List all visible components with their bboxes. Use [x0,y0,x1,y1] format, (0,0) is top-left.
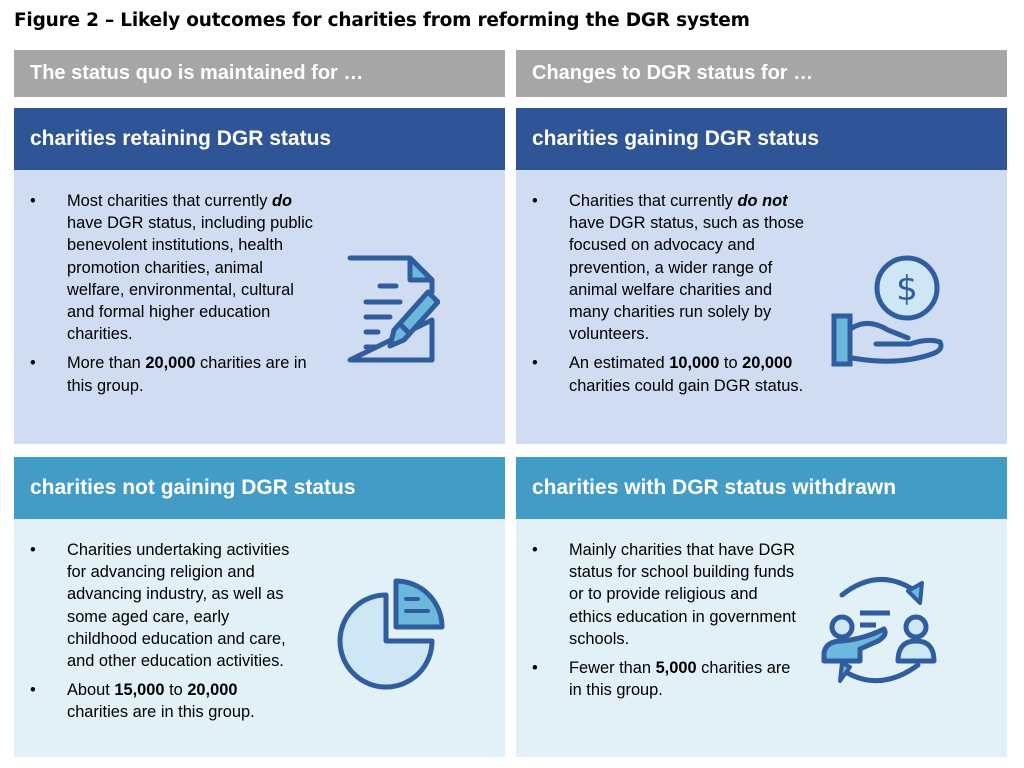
box-withdrawn: Mainly charities that have DGR status fo… [516,519,1007,757]
bullet-item: Most charities that currently do have DG… [28,190,315,345]
emphasis-text: 15,000 [114,681,165,700]
box-gaining: Charities that currently do not have DGR… [516,170,1007,444]
bullet-text: Mainly charities that have DGR status fo… [569,541,796,648]
document-pen-icon [347,255,440,363]
bullet-text: More than [67,354,146,373]
figure-title: Figure 2 – Likely outcomes for charities… [14,10,750,31]
bullet-item: More than 20,000 charities are in this g… [28,352,315,396]
bullet-text: Most charities that currently [67,192,272,210]
hand-coin-icon: $ [831,255,944,367]
box-heading-withdrawn: charities with DGR status withdrawn [516,457,1007,519]
emphasis-text: 20,000 [145,354,196,373]
bullet-text: have DGR status, including public benevo… [67,214,313,344]
bullet-list: Charities undertaking activities for adv… [28,539,295,731]
bullet-text: Fewer than [569,659,656,678]
bullet-text: An estimated [569,354,670,373]
bullet-text: charities are in this group. [569,659,791,700]
bullet-text: Charities undertaking activities for adv… [67,541,290,671]
bullet-list: Most charities that currently do have DG… [28,190,315,404]
emphasis-text: 5,000 [655,659,697,678]
bullet-text: charities are in this group. [67,703,255,722]
bullet-text: have DGR status, such as those focused o… [569,214,805,344]
bullet-text: to [164,681,188,700]
emphasis-text: do [271,192,292,210]
bullet-item: About 15,000 to 20,000 charities are in … [28,679,295,723]
bullet-text: to [719,354,743,373]
bullet-item: Charities undertaking activities for adv… [28,539,295,672]
bullet-list: Charities that currently do not have DGR… [530,190,811,404]
bullet-item: Fewer than 5,000 charities are in this g… [530,657,801,701]
bullet-text: Charities that currently [569,192,738,210]
emphasis-text: 20,000 [187,681,238,700]
pie-chart-icon [337,578,445,690]
bullet-list: Mainly charities that have DGR status fo… [530,539,801,708]
box-heading-gaining: charities gaining DGR status [516,108,1007,170]
emphasis-text: 20,000 [742,354,793,373]
emphasis-text: do not [737,192,788,210]
emphasis-text: 10,000 [669,354,720,373]
bullet-item: Mainly charities that have DGR status fo… [530,539,801,650]
bullet-text: About [67,681,115,700]
box-not-gaining: Charities undertaking activities for adv… [14,519,505,757]
bullet-item: Charities that currently do not have DGR… [530,190,811,345]
column-header-status-quo: The status quo is maintained for … [14,50,505,97]
bullet-text: charities are in this group. [67,354,307,395]
box-heading-retaining: charities retaining DGR status [14,108,505,170]
transfer-people-icon [821,577,937,684]
bullet-item: An estimated 10,000 to 20,000 charities … [530,352,811,396]
box-heading-not-gaining: charities not gaining DGR status [14,457,505,519]
bullet-text: charities could gain DGR status. [569,376,804,395]
column-header-changes: Changes to DGR status for … [516,50,1007,97]
box-retaining: Most charities that currently do have DG… [14,170,505,444]
svg-text:$: $ [896,269,918,309]
